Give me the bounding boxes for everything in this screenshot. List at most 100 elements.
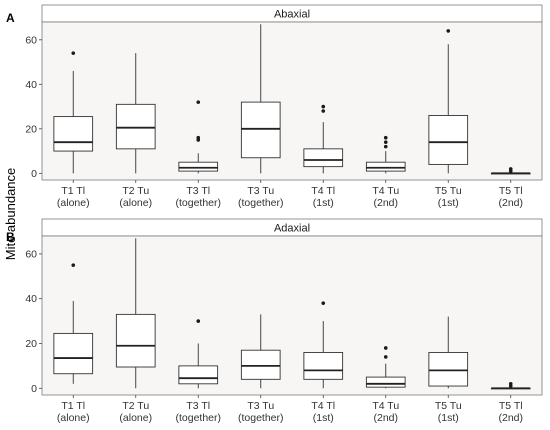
box: [115, 103, 156, 150]
x-axis-adaxial: T1 Tl(alone)T2 Tu(alone)T3 Tl(together)T…: [57, 395, 523, 424]
box-group: [178, 100, 219, 174]
y-tick-label: 20: [25, 123, 37, 135]
box: [303, 352, 344, 380]
outlier-point: [508, 382, 513, 386]
x-tick-sublabel: (1st): [438, 197, 459, 209]
outlier-point: [71, 263, 76, 267]
outlier-point: [446, 29, 451, 33]
box: [53, 332, 94, 375]
box-group: [240, 24, 281, 174]
box: [365, 161, 406, 172]
box: [240, 349, 281, 380]
outlier-point: [383, 144, 388, 149]
x-tick-sublabel: (alone): [119, 197, 152, 209]
x-tick-label: T1 Tl: [61, 400, 85, 412]
box-group: [53, 263, 94, 384]
y-tick-label: 20: [25, 338, 37, 350]
box: [115, 313, 156, 368]
box-group: [240, 314, 281, 389]
frame-abaxial: [41, 21, 543, 181]
outlier-point: [508, 167, 513, 171]
box-group: [428, 29, 469, 174]
y-tick-label: 0: [31, 383, 37, 395]
panel-tag-a: A: [6, 11, 15, 25]
box-group: [115, 238, 156, 389]
panel-title-adaxial: Adaxial: [274, 223, 310, 235]
x-axis-abaxial: T1 Tl(alone)T2 Tu(alone)T3 Tl(together)T…: [57, 180, 523, 209]
x-tick-sublabel: (2nd): [498, 412, 523, 424]
x-tick-sublabel: (together): [238, 412, 284, 424]
marks-adaxial: [53, 238, 531, 390]
box: [178, 365, 219, 385]
box: [365, 376, 406, 388]
box: [53, 116, 94, 152]
box-group: [365, 346, 406, 389]
x-tick-label: T5 Tl: [499, 185, 523, 197]
outlier-point: [71, 51, 76, 55]
y-tick-label: 60: [25, 34, 37, 46]
box: [303, 148, 344, 168]
box: [240, 101, 281, 159]
box-group: [115, 53, 156, 174]
x-tick-sublabel: (2nd): [498, 197, 523, 209]
x-tick-label: T4 Tu: [372, 400, 399, 412]
outlier-point: [383, 355, 388, 359]
y-tick-label: 40: [25, 293, 37, 305]
outlier-point: [321, 104, 326, 109]
outlier-point: [321, 301, 326, 305]
outlier-point: [196, 319, 201, 323]
x-tick-label: T1 Tl: [61, 185, 85, 197]
x-tick-sublabel: (2nd): [373, 197, 398, 209]
box-group: [490, 167, 531, 175]
x-tick-sublabel: (together): [238, 197, 284, 209]
y-axis-adaxial: 0 20 40 60: [25, 248, 42, 395]
x-tick-sublabel: (1st): [313, 197, 334, 209]
x-tick-label: T3 Tl: [186, 185, 210, 197]
x-tick-sublabel: (alone): [57, 197, 90, 209]
box: [428, 115, 469, 165]
y-axis-label: Mite abundance: [3, 168, 18, 261]
y-tick-label: 60: [25, 248, 37, 260]
panel-tag-b: B: [6, 230, 15, 244]
panel-title-abaxial: Abaxial: [274, 9, 310, 21]
x-tick-sublabel: (alone): [57, 412, 90, 424]
outlier-point: [321, 109, 326, 113]
x-tick-label: T5 Tu: [435, 185, 462, 197]
x-tick-label: T2 Tu: [122, 400, 149, 412]
y-tick-label: 0: [31, 168, 37, 180]
outlier-point: [383, 346, 388, 350]
x-tick-sublabel: (1st): [438, 412, 459, 424]
x-tick-label: T2 Tu: [122, 185, 149, 197]
box-group: [428, 316, 469, 389]
x-tick-sublabel: (alone): [119, 412, 152, 424]
x-tick-sublabel: (1st): [313, 412, 334, 424]
x-tick-label: T3 Tl: [186, 400, 210, 412]
outlier-point: [196, 100, 201, 104]
x-tick-label: T4 Tl: [311, 400, 335, 412]
box: [178, 161, 219, 172]
box-group: [365, 135, 406, 174]
x-tick-label: T5 Tl: [499, 400, 523, 412]
frame-adaxial: [41, 235, 543, 396]
x-tick-sublabel: (together): [175, 197, 221, 209]
x-tick-sublabel: (2nd): [373, 412, 398, 424]
outlier-point: [383, 135, 388, 140]
box-group: [53, 51, 94, 174]
box-group: [303, 104, 344, 174]
box-group: [490, 382, 531, 390]
y-axis-abaxial: 0 20 40 60: [25, 34, 42, 180]
x-tick-label: T3 Tu: [247, 400, 274, 412]
x-tick-label: T5 Tu: [435, 400, 462, 412]
x-tick-label: T3 Tu: [247, 185, 274, 197]
x-tick-label: T4 Tl: [311, 185, 335, 197]
y-tick-label: 40: [25, 79, 37, 91]
x-tick-sublabel: (together): [175, 412, 221, 424]
x-tick-label: T4 Tu: [372, 185, 399, 197]
outlier-point: [196, 135, 201, 140]
box-group: [178, 319, 219, 389]
box-group: [303, 301, 344, 389]
outlier-point: [383, 140, 388, 144]
